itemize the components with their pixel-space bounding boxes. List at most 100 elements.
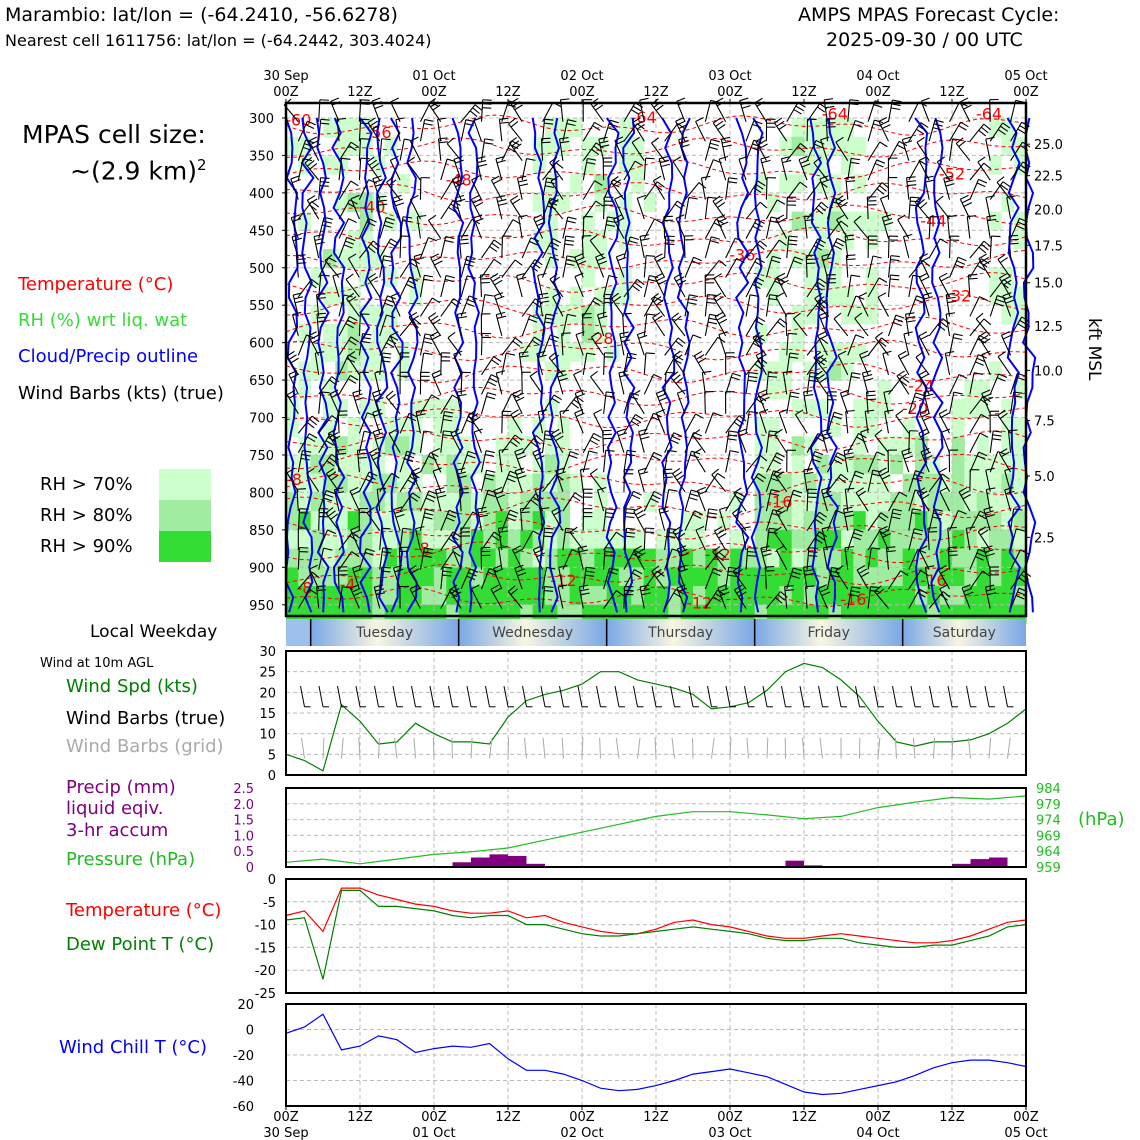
rh-cell (976, 473, 990, 493)
wind-barb-feather (1018, 168, 1027, 174)
cloud-outline (661, 117, 676, 613)
wind-barb-feather (983, 240, 992, 248)
wind-barb (969, 162, 985, 181)
wind-barb (327, 433, 340, 454)
grid-wind-barb (967, 737, 971, 759)
wind-barb-feather (366, 156, 375, 163)
wind-barb (336, 119, 340, 142)
bottom-x-date-label: 30 Sep (263, 1126, 308, 1140)
surface-wind-barb (873, 686, 879, 707)
wind-barb (826, 473, 842, 493)
wind-barb-feather (672, 351, 681, 358)
wind-barb-feather (307, 120, 316, 126)
wind-barb-feather (956, 260, 966, 265)
wind-barb-feather (727, 181, 738, 184)
wind-barb-feather (895, 314, 905, 319)
wind-barb-feather (607, 127, 617, 131)
wind-barb-feather (631, 494, 641, 500)
wind-barb (318, 376, 333, 395)
wind-barb-feather (425, 497, 435, 503)
wind-barb-feather (688, 497, 698, 501)
wind-barb-feather (717, 584, 727, 589)
wind-barb-feather (635, 509, 644, 516)
wind-barb-feather (431, 334, 441, 340)
rh-cell (631, 174, 645, 194)
wind-barb-feather (962, 493, 972, 500)
wind-barb-feather (514, 337, 523, 344)
wind-barb-feather (814, 537, 823, 544)
wind-barb-feather (423, 430, 433, 433)
wind-barb-feather (850, 590, 860, 593)
wind-barb-feather (905, 312, 915, 315)
wind-barb (754, 102, 767, 123)
wind-barb (845, 255, 849, 278)
wind-barb (725, 450, 731, 473)
wind-barb (745, 120, 755, 142)
wind-barb-feather (447, 331, 456, 339)
nearest-cell-title: Nearest cell 1611756: lat/lon = (-64.244… (5, 31, 432, 50)
rh-cell (730, 492, 743, 512)
wind-barb-feather (588, 450, 598, 454)
wind-barb-feather (614, 194, 624, 200)
wind-barb-feather (978, 246, 987, 254)
wind-barb-feather (336, 452, 347, 455)
wind-barb (672, 356, 686, 376)
wind-barb-feather (871, 473, 881, 477)
wind-barb-feather (718, 259, 727, 267)
surface-wind-barb (725, 686, 731, 707)
wind-barb-feather (423, 122, 433, 126)
wind-barb (806, 547, 810, 570)
wind-barb-feather (777, 217, 787, 224)
wind-barb-feather (778, 124, 787, 130)
wind-barb (684, 197, 690, 220)
grid-wind-barb (802, 737, 805, 759)
wind-barb-feather (622, 312, 632, 315)
rh-cell (742, 586, 756, 606)
wind-barb-feather (473, 116, 483, 121)
wind-barb-feather (667, 527, 677, 531)
wind-barb-feather (840, 389, 850, 394)
wind-barb (555, 470, 564, 492)
wind-barb-feather (641, 592, 651, 596)
wind-barb-feather (544, 321, 554, 324)
surface-wind-barb (651, 686, 657, 707)
wind-barb-feather (910, 196, 920, 199)
wind-barb-feather (538, 409, 548, 413)
top-x-hour-label: 00Z (865, 85, 891, 100)
wind-barb-feather (824, 98, 834, 101)
wind-barb (581, 236, 584, 259)
wind-barb-feather (510, 588, 519, 595)
wind-barb (725, 373, 733, 395)
wind-barb-feather (507, 585, 516, 592)
wind-barb-feather (608, 275, 618, 279)
wind-barb (399, 451, 408, 473)
grid-wind-barb (599, 737, 601, 759)
cell-size-value: ~(2.9 km)2 (70, 156, 207, 185)
wind-barb-feather (313, 234, 323, 238)
wind-barb-feather (876, 451, 886, 456)
wind-barb (928, 473, 943, 493)
wind-barb-feather (639, 471, 649, 475)
wind-barb-feather (334, 487, 344, 491)
wind-barb-feather (688, 196, 698, 200)
wind-barb (765, 177, 768, 200)
wind-barb-feather (711, 571, 721, 577)
wind-barb (389, 160, 401, 181)
wind-barb (684, 510, 695, 531)
wind-barb-feather (312, 571, 320, 579)
wind-barb (632, 122, 645, 142)
wind-barb (969, 318, 985, 337)
wind-barb-feather (921, 493, 930, 500)
wind-barb (867, 119, 875, 142)
wind-barb-feather (599, 140, 609, 144)
wind-barb-feather (835, 565, 844, 572)
wind-barb (501, 236, 504, 259)
wind-barb-feather (759, 454, 768, 462)
wind-barb-feather (801, 163, 811, 168)
wind-barb-feather (715, 120, 724, 127)
wind-barb (636, 334, 645, 356)
wind-barb-feather (347, 351, 356, 357)
wind-barb-feather (551, 354, 560, 362)
wind-barb (877, 296, 889, 317)
wind-barb-feather (405, 283, 415, 289)
